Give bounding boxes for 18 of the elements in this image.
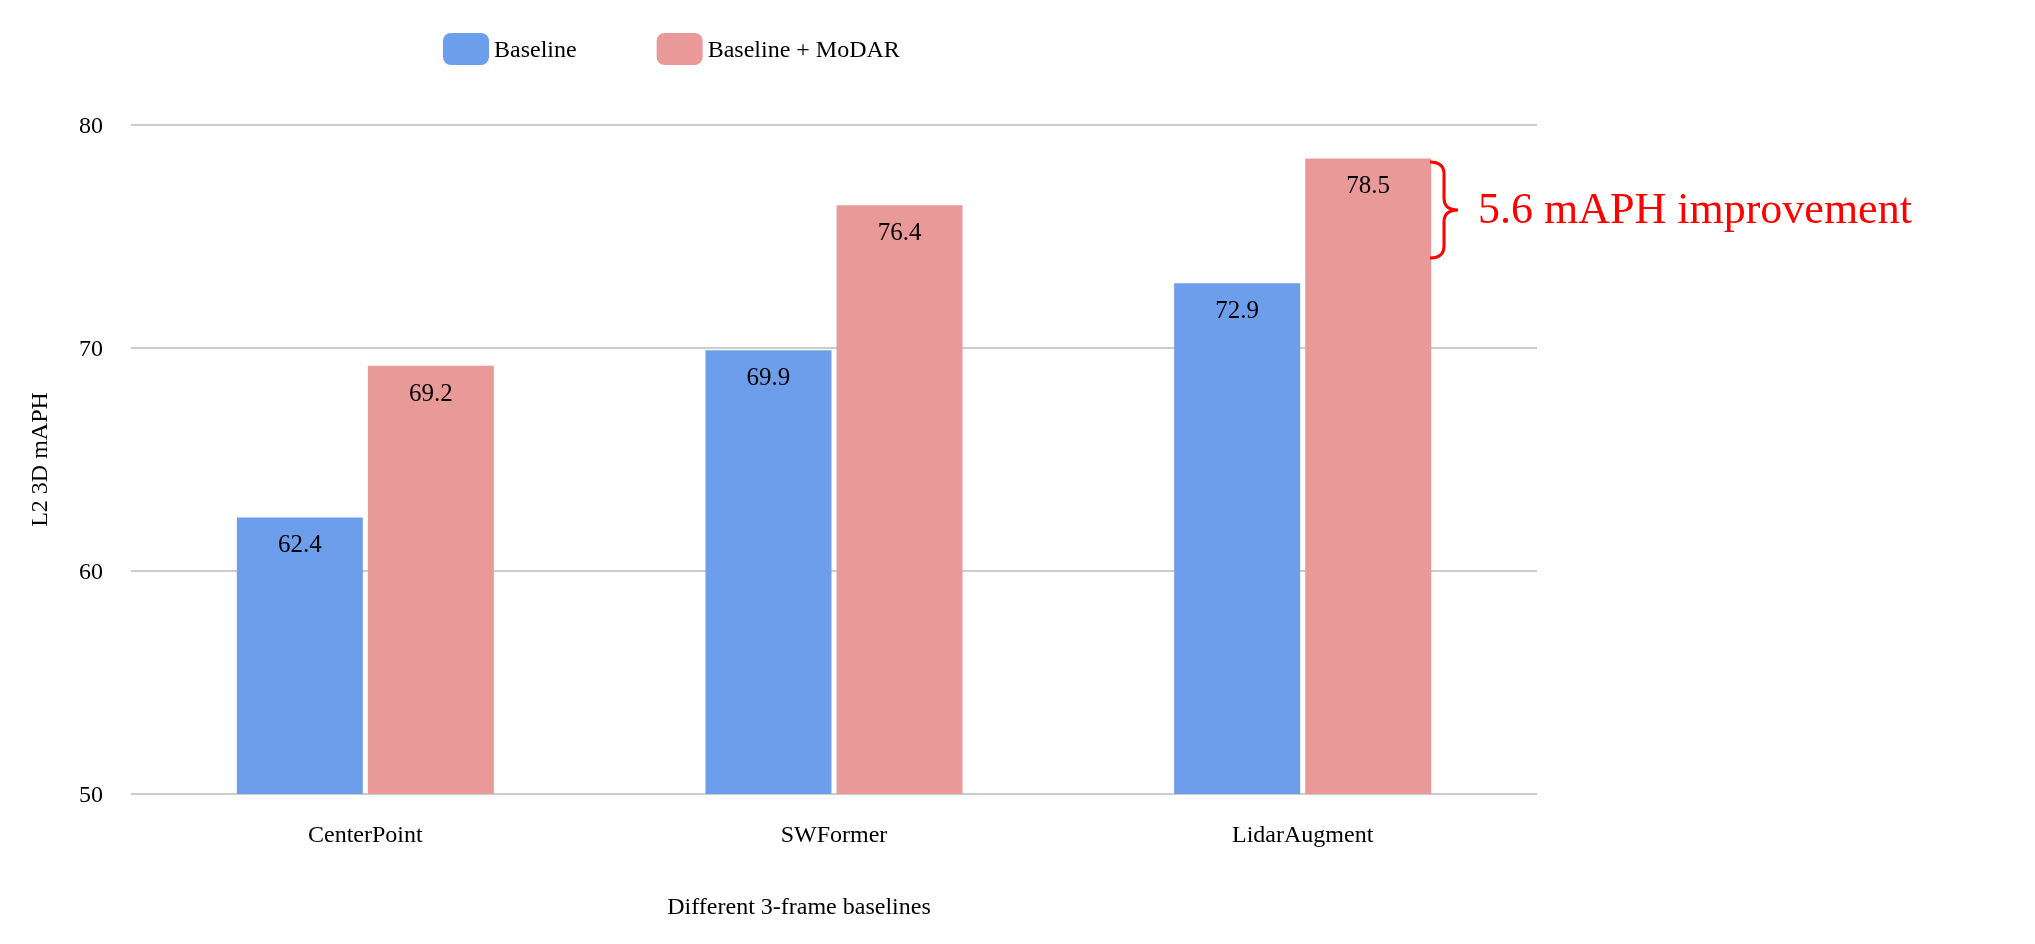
data-label: 69.2 [408, 378, 453, 406]
x-tick-label: SWFormer [780, 821, 888, 847]
legend-label: Baseline [494, 36, 577, 62]
x-tick-label: CenterPoint [308, 821, 423, 847]
y-tick-label: 60 [79, 558, 103, 584]
y-tick-label: 50 [79, 781, 103, 807]
data-label: 76.4 [877, 218, 922, 246]
y-axis-title: L2 3D mAPH [26, 392, 52, 527]
y-tick-label: 70 [79, 335, 103, 361]
data-label: 62.4 [277, 530, 323, 558]
x-axis-title: Different 3-frame baselines [667, 893, 931, 919]
x-tick-label: LidarAugment [1232, 821, 1374, 847]
y-tick-label: 80 [79, 112, 103, 138]
legend-label: Baseline + MoDAR [707, 36, 900, 62]
data-label: 72.9 [1215, 296, 1260, 324]
data-label: 69.9 [746, 363, 791, 391]
data-label: 78.5 [1346, 171, 1391, 199]
annotation: 5.6 mAPH improvement [1478, 183, 1912, 234]
